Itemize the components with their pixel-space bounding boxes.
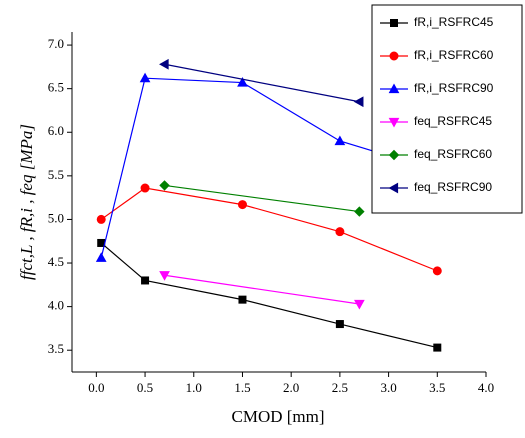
series-line [164, 184, 360, 213]
y-tick-label: 6.0 [48, 123, 64, 138]
legend-label: fR,i_RSFRC60 [414, 48, 494, 62]
data-point [96, 214, 106, 224]
data-point [95, 252, 107, 262]
data-point [335, 227, 345, 237]
data-point [335, 320, 344, 329]
data-point [237, 77, 248, 87]
legend-marker [388, 182, 399, 194]
x-tick-label: 2.0 [283, 380, 299, 395]
y-tick-label: 4.5 [48, 254, 64, 269]
x-tick-label: 2.5 [332, 380, 348, 395]
y-tick-label: 5.0 [48, 210, 64, 225]
legend-marker [390, 19, 398, 27]
y-tick-label: 5.5 [48, 167, 64, 182]
y-tick-label: 4.0 [48, 298, 64, 313]
x-tick-label: 3.5 [429, 380, 445, 395]
x-axis-label: CMOD [mm] [231, 407, 324, 426]
series-line [100, 242, 438, 349]
x-tick-label: 1.5 [234, 380, 250, 395]
data-point [354, 299, 365, 310]
legend-label: feq_RSFRC45 [414, 114, 492, 128]
data-point [432, 266, 442, 276]
legend-marker [388, 149, 400, 161]
series-line [164, 63, 360, 103]
x-tick-label: 0.5 [137, 380, 153, 395]
x-tick-label: 4.0 [478, 380, 494, 395]
legend-label: fR,i_RSFRC45 [414, 15, 494, 29]
y-axis-label: ffct,L , fR,i , feq [MPa] [17, 124, 36, 280]
data-point [238, 295, 247, 304]
data-point [159, 180, 170, 191]
data-point [433, 343, 442, 352]
data-point [141, 276, 150, 285]
data-point [159, 271, 170, 281]
data-point [237, 200, 247, 210]
data-point [354, 206, 365, 217]
legend-marker [388, 83, 400, 94]
data-point [139, 72, 151, 83]
x-tick-label: 1.0 [186, 380, 202, 395]
data-point [140, 183, 150, 193]
y-tick-label: 7.0 [48, 36, 64, 51]
legend-box [371, 4, 523, 214]
data-point [353, 96, 364, 108]
legend-marker [389, 51, 399, 61]
legend-label: feq_RSFRC60 [414, 147, 492, 161]
legend-label: fR,i_RSFRC90 [414, 81, 494, 95]
series-line [164, 274, 360, 305]
data-point [159, 58, 169, 70]
y-tick-label: 3.5 [48, 341, 64, 356]
y-tick-label: 6.5 [48, 80, 64, 95]
data-point [334, 135, 346, 146]
legend-label: feq_RSFRC90 [414, 180, 492, 194]
x-tick-label: 0.0 [88, 380, 104, 395]
legend-marker [388, 117, 400, 128]
x-tick-label: 3.0 [380, 380, 396, 395]
